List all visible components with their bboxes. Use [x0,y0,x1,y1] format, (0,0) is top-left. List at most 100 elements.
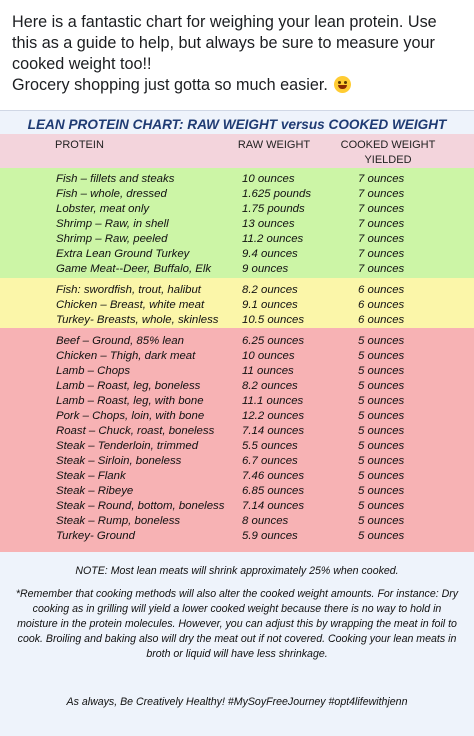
protein-cell: Fish: swordfish, trout, halibut [56,284,201,296]
protein-cell: Roast – Chuck, roast, boneless [56,425,215,437]
cooked-weight-cell: 7 ounces [358,233,405,245]
header-raw-weight: RAW WEIGHT [237,139,311,151]
table-row: Fish: swordfish, trout, halibut 8.2 ounce… [0,283,474,298]
cooked-weight-cell: 7 ounces [358,248,405,260]
raw-weight-cell: 6.85 ounces [242,485,305,497]
raw-weight-cell: 9 ounces [242,263,289,275]
raw-weight-cell: 7.14 ounces [242,500,305,512]
cooked-weight-cell: 5 ounces [358,425,405,437]
table-row: Roast – Chuck, roast, boneless 7.14 ounce… [0,424,474,439]
cooked-weight-cell: 5 ounces [358,335,405,347]
post-line-3: cooked weight too!! [12,55,152,73]
cooked-weight-cell: 5 ounces [358,515,405,527]
table-row: Lobster, meat only 1.75 pounds 7 ounces [0,202,474,217]
cooked-weight-cell: 5 ounces [358,470,405,482]
red-band [0,328,474,552]
protein-cell: Beef – Ground, 85% lean [56,335,184,347]
table-row: Shrimp – Raw, in shell 13 ounces 7 ounces [0,217,474,232]
cooked-weight-cell: 5 ounces [358,365,405,377]
protein-cell: Fish – fillets and steaks [56,173,175,185]
protein-cell: Chicken – Thigh, dark meat [56,350,196,362]
signoff: As always, Be Creatively Healthy! #MySoy… [66,696,408,708]
yellow-band [0,278,474,328]
table-row: Steak – Flank 7.46 ounces 5 ounces [0,469,474,484]
protein-cell: Pork – Chops, loin, with bone [56,410,205,422]
yellow-rows: Fish: swordfish, trout, halibut 8.2 ounce… [0,283,474,328]
table-row: Chicken – Breast, white meat 9.1 ounces 6 … [0,298,474,313]
protein-cell: Lamb – Roast, leg, boneless [56,380,201,392]
raw-weight-cell: 11 ounces [242,365,294,377]
raw-weight-cell: 5.9 ounces [242,530,298,542]
raw-weight-cell: 1.625 pounds [242,188,312,200]
cooked-weight-cell: 5 ounces [358,485,405,497]
shrink-note: NOTE: Most lean meats will shrink approx… [75,565,399,577]
cooked-weight-cell: 5 ounces [358,440,405,452]
raw-weight-cell: 10.5 ounces [242,314,305,326]
table-row: Steak – Round, bottom, boneless 7.14 ounc… [0,499,474,514]
raw-weight-cell: 8.2 ounces [242,380,298,392]
cooked-weight-cell: 7 ounces [358,203,405,215]
raw-weight-cell: 9.4 ounces [242,248,298,260]
table-row: Game Meat--Deer, Buffalo, Elk 9 ounces 7 o… [0,262,474,277]
cooked-weight-cell: 6 ounces [358,284,405,296]
table-row: Lamb – Roast, leg, with bone 11.1 ounces 5… [0,394,474,409]
raw-weight-cell: 1.75 pounds [242,203,305,215]
protein-cell: Extra Lean Ground Turkey [56,248,190,260]
table-row: Turkey- Ground 5.9 ounces 5 ounces [0,529,474,544]
cooked-weight-cell: 5 ounces [358,455,405,467]
protein-cell: Steak – Round, bottom, boneless [56,500,225,512]
protein-cell: Game Meat--Deer, Buffalo, Elk [56,263,212,275]
table-row: Fish – fillets and steaks 10 ounces 7 ounc… [0,172,474,187]
post-line-4-text: Grocery shopping just gotta so much easi… [12,76,328,94]
protein-cell: Lamb – Roast, leg, with bone [56,395,204,407]
protein-cell: Turkey- Breasts, whole, skinless [56,314,219,326]
raw-weight-cell: 9.1 ounces [242,299,298,311]
cooked-weight-cell: 7 ounces [358,218,405,230]
protein-cell: Shrimp – Raw, in shell [56,218,169,230]
cooked-weight-cell: 7 ounces [358,188,405,200]
table-row: Fish – whole, dressed 1.625 pounds 7 ounce… [0,187,474,202]
green-rows: Fish – fillets and steaks 10 ounces 7 ounc… [0,172,474,277]
protein-cell: Turkey- Ground [56,530,135,542]
protein-cell: Lobster, meat only [56,203,150,215]
protein-cell: Fish – whole, dressed [56,188,167,200]
table-row: Pork – Chops, loin, with bone 12.2 ounces… [0,409,474,424]
raw-weight-cell: 13 ounces [242,218,295,230]
protein-cell: Steak – Sirloin, boneless [56,455,182,467]
protein-cell: Steak – Tenderloin, trimmed [56,440,199,452]
post-line-4: Grocery shopping just gotta so much easi… [12,75,464,96]
protein-cell: Lamb – Chops [56,365,131,377]
remember-note: *Remember that cooking methods will also… [15,588,459,660]
protein-cell: Steak – Flank [56,470,126,482]
protein-cell: Shrimp – Raw, peeled [56,233,168,245]
table-row: Steak – Rump, boneless 8 ounces 5 ounces [0,514,474,529]
raw-weight-cell: 10 ounces [242,350,295,362]
raw-weight-cell: 5.5 ounces [242,440,298,452]
raw-weight-cell: 7.46 ounces [242,470,305,482]
cooked-weight-cell: 5 ounces [358,530,405,542]
cooked-weight-cell: 5 ounces [358,380,405,392]
cooked-weight-cell: 7 ounces [358,173,405,185]
protein-cell: Steak – Ribeye [56,485,134,497]
table-row: Extra Lean Ground Turkey 9.4 ounces 7 ounc… [0,247,474,262]
protein-cell: Chicken – Breast, white meat [56,299,205,311]
table-row: Steak – Sirloin, boneless 6.7 ounces 5 oun… [0,454,474,469]
red-rows: Beef – Ground, 85% lean 6.25 ounces 5 ounc… [0,334,474,544]
table-row: Shrimp – Raw, peeled 11.2 ounces 7 ounces [0,232,474,247]
table-row: Lamb – Roast, leg, boneless 8.2 ounces 5 o… [0,379,474,394]
header-cooked-weight: COOKED WEIGHT YIELDED [332,138,444,168]
protein-chart-image: LEAN PROTEIN CHART: RAW WEIGHT versus CO… [0,110,474,736]
green-band [0,168,474,278]
raw-weight-cell: 8.2 ounces [242,284,298,296]
raw-weight-cell: 11.2 ounces [242,233,304,245]
raw-weight-cell: 12.2 ounces [242,410,305,422]
raw-weight-cell: 6.7 ounces [242,455,298,467]
table-row: Steak – Ribeye 6.85 ounces 5 ounces [0,484,474,499]
header-cooked-line-2: YIELDED [364,154,412,166]
post-text: Here is a fantastic chart for weighing y… [0,0,474,110]
cooked-weight-cell: 5 ounces [358,350,405,362]
table-row: Turkey- Breasts, whole, skinless 10.5 oun… [0,313,474,328]
table-row: Lamb – Chops 11 ounces 5 ounces [0,364,474,379]
header-protein: PROTEIN [55,139,104,151]
cooked-weight-cell: 7 ounces [358,263,405,275]
